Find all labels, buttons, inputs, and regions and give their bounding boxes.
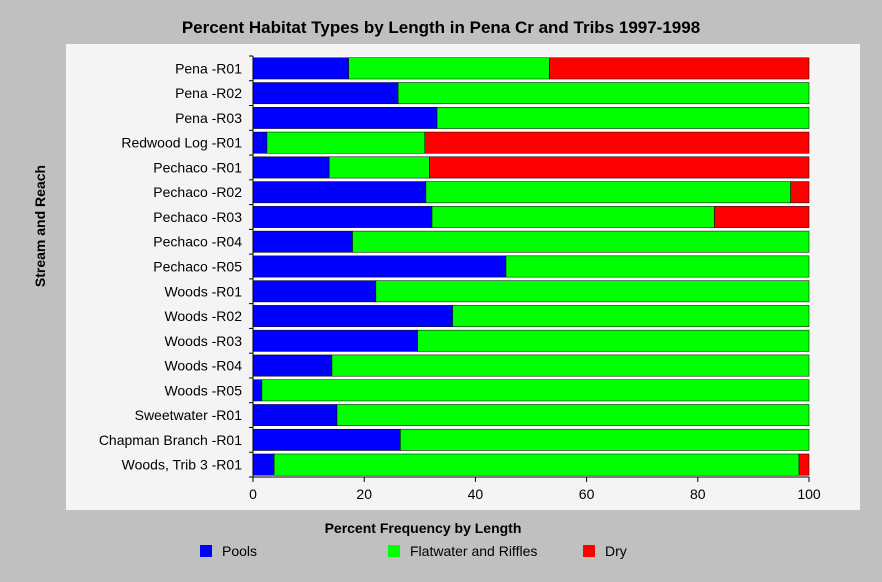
bar-pools-woods-r04 [252, 354, 333, 377]
bar-dry-woods-trib-3-r01 [798, 453, 810, 476]
bar-pools-woods-r03 [252, 329, 418, 352]
legend-swatch-flatwater-and-riffles [388, 545, 400, 557]
axes-group [249, 55, 810, 482]
category-label: Woods -R02 [164, 308, 242, 324]
bar-flatwater-and-riffles-woods-r05 [261, 379, 810, 402]
bar-flatwater-and-riffles-pechaco-r02 [425, 181, 791, 204]
legend-label-pools: Pools [222, 543, 258, 559]
bar-flatwater-and-riffles-pena-r02 [397, 82, 810, 105]
x-tick-label: 100 [797, 486, 821, 502]
x-tick-label: 0 [249, 486, 257, 502]
bar-flatwater-and-riffles-woods-r03 [417, 329, 810, 352]
bar-dry-pena-r01 [549, 57, 810, 80]
bar-pools-woods-r02 [252, 305, 453, 327]
bar-flatwater-and-riffles-chapman-branch-r01 [400, 428, 810, 451]
bar-pools-pechaco-r03 [252, 206, 433, 228]
bar-dry-pechaco-r03 [714, 206, 810, 228]
bar-flatwater-and-riffles-woods-r04 [331, 354, 810, 377]
category-label: Redwood Log -R01 [121, 135, 242, 151]
bar-pools-pechaco-r05 [252, 255, 507, 278]
legend-label-dry: Dry [605, 543, 627, 559]
category-label: Woods -R03 [164, 333, 242, 349]
bar-dry-pechaco-r01 [429, 156, 810, 179]
bar-pools-woods-trib-3-r01 [252, 453, 275, 476]
bar-flatwater-and-riffles-redwood-log-r01 [266, 131, 426, 154]
bar-pools-pena-r01 [252, 57, 349, 80]
category-label: Pechaco -R02 [153, 184, 242, 200]
x-tick-labels-group: 0 20 40 60 80 100 [249, 486, 821, 502]
bar-flatwater-and-riffles-pechaco-r05 [505, 255, 810, 278]
bar-pools-pechaco-r04 [252, 230, 353, 253]
legend-swatch-pools [200, 545, 212, 557]
x-tick-label: 60 [579, 486, 595, 502]
bar-flatwater-and-riffles-pechaco-r01 [328, 156, 430, 179]
category-label: Woods -R05 [164, 382, 242, 398]
bar-flatwater-and-riffles-woods-r02 [452, 305, 810, 327]
x-tick-label: 80 [690, 486, 706, 502]
bar-flatwater-and-riffles-pena-r01 [348, 57, 550, 80]
category-label: Pechaco -R03 [153, 209, 242, 225]
legend-swatch-dry [583, 545, 595, 557]
category-label: Pena -R01 [175, 60, 242, 76]
bar-dry-redwood-log-r01 [424, 131, 810, 154]
category-label: Woods, Trib 3 -R01 [122, 457, 243, 473]
category-label: Woods -R01 [164, 283, 242, 299]
x-axis-label: Percent Frequency by Length [324, 520, 522, 536]
bar-flatwater-and-riffles-sweetwater-r01 [336, 404, 810, 426]
category-label: Pechaco -R05 [153, 259, 242, 275]
category-label: Chapman Branch -R01 [99, 432, 242, 448]
category-label: Pena -R03 [175, 110, 242, 126]
bars-group [252, 56, 810, 477]
bar-dry-pechaco-r02 [790, 181, 810, 204]
category-label: Pechaco -R01 [153, 159, 242, 175]
category-label: Woods -R04 [164, 358, 242, 374]
bar-flatwater-and-riffles-pena-r03 [436, 107, 810, 129]
bar-pools-redwood-log-r01 [252, 131, 268, 154]
bar-pools-pechaco-r02 [252, 181, 427, 204]
bar-flatwater-and-riffles-pechaco-r04 [352, 230, 810, 253]
x-tick-label: 20 [356, 486, 372, 502]
bar-pools-chapman-branch-r01 [252, 428, 401, 451]
bar-pools-woods-r01 [252, 280, 377, 303]
bar-pools-sweetwater-r01 [252, 404, 338, 426]
bar-pools-pechaco-r01 [252, 156, 330, 179]
bar-pools-pena-r02 [252, 82, 399, 105]
chart-title: Percent Habitat Types by Length in Pena … [181, 18, 701, 37]
bar-flatwater-and-riffles-woods-trib-3-r01 [273, 453, 800, 476]
x-tick-label: 40 [468, 486, 484, 502]
bar-pools-pena-r03 [252, 107, 438, 129]
bar-pools-woods-r05 [252, 379, 263, 402]
bar-flatwater-and-riffles-woods-r01 [375, 280, 810, 303]
category-label: Pena -R02 [175, 85, 242, 101]
bar-flatwater-and-riffles-pechaco-r03 [431, 206, 715, 228]
category-label: Sweetwater -R01 [135, 407, 243, 423]
legend-label-flatwater-and-riffles: Flatwater and Riffles [410, 543, 538, 559]
category-labels-group: Pena -R01 Pena -R02 Pena -R03 Redwood Log -… [99, 60, 242, 472]
category-label: Pechaco -R04 [153, 234, 242, 250]
